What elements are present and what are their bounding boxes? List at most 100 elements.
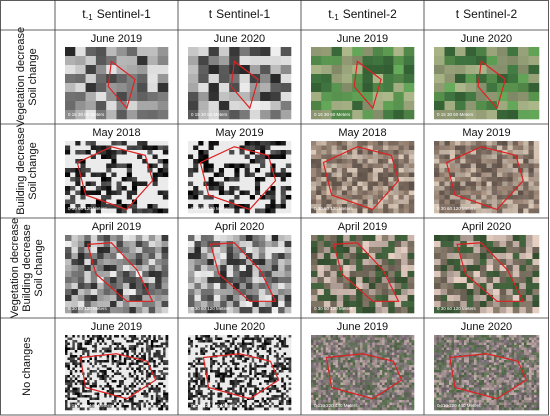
pixel: [264, 402, 267, 406]
pixel: [403, 150, 410, 155]
pixel: [224, 360, 228, 363]
pixel: [288, 402, 292, 406]
pixel: [133, 390, 137, 393]
pixel: [381, 283, 389, 290]
pixel: [232, 405, 235, 408]
pixel: [89, 385, 93, 388]
pixel: [491, 145, 498, 151]
pixel: [237, 405, 240, 408]
pixel: [254, 377, 257, 381]
pixel: [208, 195, 215, 200]
pixel: [362, 56, 374, 66]
pixel: [528, 163, 535, 169]
pixel: [155, 377, 159, 381]
pixel: [264, 352, 267, 356]
pixel: [208, 47, 220, 57]
pixel: [249, 350, 253, 353]
pixel: [72, 362, 76, 366]
pixel: [239, 385, 243, 388]
pixel: [197, 375, 201, 378]
pixel: [116, 283, 124, 290]
pixel: [79, 397, 83, 401]
pixel: [281, 375, 284, 378]
pixel: [227, 352, 230, 356]
pixel: [217, 397, 221, 401]
pixel: [512, 181, 519, 187]
pixel: [271, 395, 275, 398]
pixel: [401, 247, 408, 254]
pixel: [502, 181, 508, 187]
pixel: [114, 350, 117, 353]
pixel: [150, 350, 154, 353]
pixel: [106, 397, 110, 401]
pixel: [158, 337, 161, 341]
pixel: [232, 345, 235, 348]
pixel: [163, 360, 166, 363]
pixel: [147, 145, 153, 151]
pixel: [254, 154, 261, 160]
pixel: [138, 395, 142, 398]
pixel: [150, 365, 154, 368]
pixel: [261, 377, 265, 381]
pixel: [122, 307, 130, 314]
pixel: [75, 199, 81, 205]
pixel: [188, 307, 195, 314]
pixel: [106, 357, 110, 361]
pixel: [163, 392, 166, 396]
pixel: [466, 235, 474, 242]
pixel: [188, 385, 191, 388]
pixel: [203, 195, 209, 200]
pixel: [229, 365, 233, 368]
pixel: [403, 195, 410, 200]
pixel: [499, 301, 507, 308]
pixel: [150, 402, 154, 406]
pixel: [147, 163, 153, 169]
pixel: [254, 405, 257, 408]
pixel: [205, 362, 208, 366]
pixel: [533, 195, 540, 200]
pixel: [97, 259, 104, 266]
pixel: [197, 382, 201, 386]
pixel: [285, 150, 292, 155]
pixel: [87, 360, 90, 363]
pixel: [190, 357, 194, 361]
pixel: [205, 382, 208, 386]
pixel: [157, 141, 164, 146]
pixel: [362, 145, 368, 151]
pixel: [256, 377, 260, 381]
pixel: [75, 92, 86, 102]
pixel: [131, 195, 138, 200]
pixel: [77, 350, 81, 353]
pixel: [256, 337, 260, 341]
pixel: [251, 365, 255, 368]
pixel: [533, 154, 540, 160]
pixel: [82, 400, 85, 403]
pixel: [383, 47, 394, 57]
pixel: [65, 392, 68, 396]
pixel: [87, 347, 90, 351]
pixel: [367, 145, 374, 151]
pixel: [258, 247, 266, 254]
pixel: [486, 307, 494, 314]
pixel: [275, 159, 281, 164]
pixel: [258, 283, 266, 290]
pixel: [147, 110, 158, 120]
pixel: [165, 342, 169, 346]
pixel: [311, 204, 317, 209]
pixel: [491, 159, 498, 164]
pixel: [82, 407, 85, 411]
pixel: [497, 208, 503, 214]
pixel: [80, 163, 86, 169]
pixel: [249, 141, 256, 146]
pixel: [519, 247, 527, 254]
pixel: [163, 395, 166, 398]
pixel: [157, 190, 164, 196]
pixel: [110, 295, 117, 302]
pixel: [121, 154, 128, 160]
pixel: [224, 402, 228, 406]
pixel: [316, 141, 322, 146]
pixel: [129, 235, 137, 242]
pixel: [65, 101, 76, 111]
pixel: [123, 402, 127, 406]
pixel: [101, 172, 107, 178]
